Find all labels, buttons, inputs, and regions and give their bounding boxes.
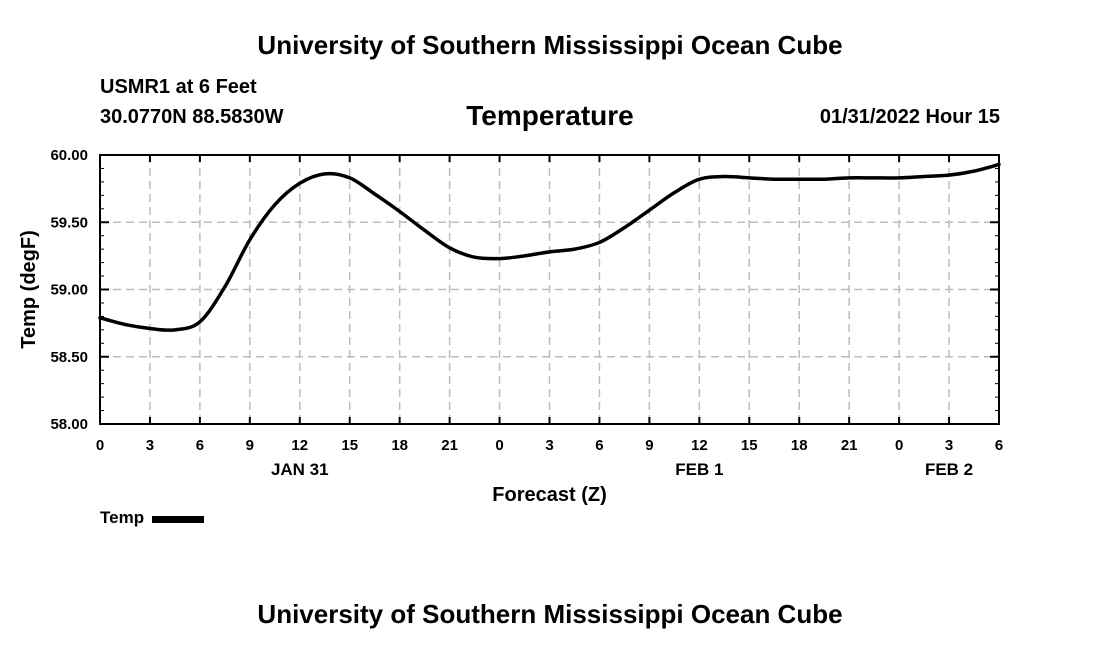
x-tick-label: 3	[146, 437, 154, 454]
x-axis-label: Forecast (Z)	[492, 484, 606, 506]
x-tick-label: 18	[391, 437, 408, 454]
x-tick-label: 9	[246, 437, 254, 454]
legend-swatch	[152, 515, 205, 523]
x-tick-label: 18	[791, 437, 808, 454]
y-tick-label: 60.00	[50, 147, 88, 164]
x-tick-label: 12	[291, 437, 308, 454]
y-tick-label: 58.00	[50, 416, 88, 433]
legend-label: Temp	[100, 508, 145, 527]
x-tick-label: 0	[96, 437, 104, 454]
legend: Temp	[100, 508, 205, 528]
x-tick-label: 6	[995, 437, 1003, 454]
x-tick-label: 6	[196, 437, 204, 454]
date-labels: JAN 31 FEB 1 FEB 2	[271, 460, 973, 479]
series-line-temp	[98, 162, 1001, 332]
grid-lines	[100, 155, 999, 424]
x-tick-label: 3	[945, 437, 953, 454]
datetime-label: 01/31/2022 Hour 15	[819, 106, 1000, 128]
x-tick-label: 0	[895, 437, 903, 454]
station-label: USMR1 at 6 Feet	[100, 76, 257, 98]
y-tick-label: 59.50	[50, 214, 88, 231]
date-label: FEB 2	[925, 460, 973, 479]
x-tick-label: 15	[341, 437, 358, 454]
x-tick-label: 9	[645, 437, 653, 454]
y-tick-label: 59.00	[50, 282, 88, 299]
date-label: FEB 1	[675, 460, 723, 479]
x-tick-label: 3	[545, 437, 553, 454]
y-tick-label: 58.50	[50, 349, 88, 366]
y-axis-ticks: 58.00 58.50 59.00 59.50 60.00	[50, 147, 999, 433]
x-tick-label: 21	[441, 437, 458, 454]
x-tick-label: 21	[841, 437, 858, 454]
top-title: University of Southern Mississippi Ocean…	[257, 30, 843, 60]
date-label: JAN 31	[271, 460, 329, 479]
coordinates-label: 30.0770N 88.5830W	[100, 106, 284, 128]
y-axis-label: Temp (degF)	[18, 230, 40, 349]
x-tick-label: 0	[495, 437, 503, 454]
x-axis-ticks: 0 3 6 9 12 15 18 21 0 3 6 9 12 15 18 21 0 3 6	[96, 155, 1003, 454]
bottom-title: University of Southern Mississippi Ocean…	[257, 599, 843, 629]
x-tick-label: 12	[691, 437, 708, 454]
x-tick-label: 15	[741, 437, 758, 454]
chart-title: Temperature	[466, 100, 634, 131]
x-tick-label: 6	[595, 437, 603, 454]
